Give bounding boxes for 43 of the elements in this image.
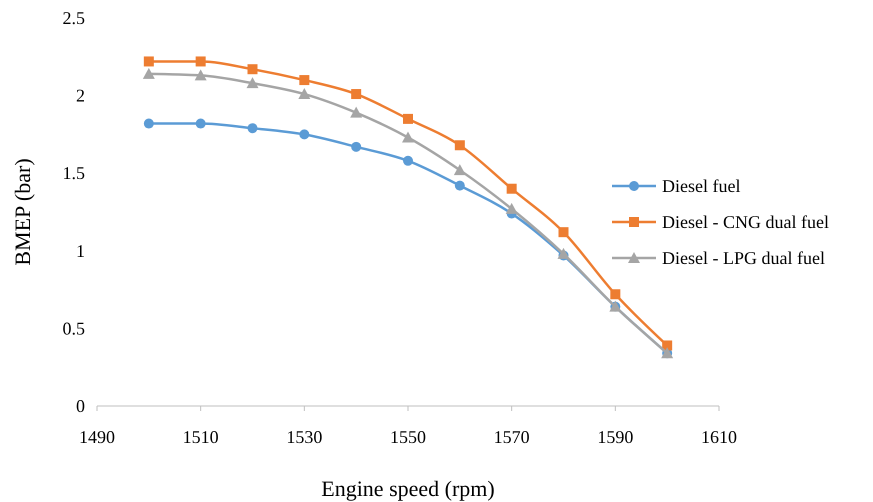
point — [194, 69, 207, 80]
point — [558, 227, 568, 238]
point — [246, 77, 258, 88]
point — [558, 248, 570, 259]
x-tick-label: 1570 — [494, 427, 530, 447]
x-tick-label: 1590 — [597, 427, 634, 447]
point — [454, 180, 465, 191]
point — [351, 89, 362, 100]
point — [142, 68, 155, 79]
legend-label: Diesel fuel — [662, 176, 740, 196]
point — [403, 156, 413, 166]
point — [196, 118, 206, 129]
y-tick-label: 2.5 — [62, 8, 85, 28]
y-tick-label: 1 — [76, 240, 85, 261]
x-tick-label: 1490 — [79, 427, 115, 447]
y-tick-label: 1.5 — [62, 163, 85, 184]
point — [144, 118, 154, 129]
point — [350, 106, 362, 118]
y-tick-label: 2 — [76, 86, 85, 106]
point — [454, 140, 465, 150]
point — [144, 56, 154, 66]
legend-label: Diesel - CNG dual fuel — [662, 212, 829, 232]
point — [248, 123, 258, 134]
point — [196, 56, 206, 66]
point — [402, 132, 414, 143]
legend-label: Diesel - LPG dual fuel — [662, 248, 825, 268]
y-tick-label: 0.5 — [62, 318, 85, 338]
point — [299, 129, 310, 140]
x-tick-label: 1550 — [390, 427, 426, 447]
point — [403, 114, 413, 124]
point — [351, 142, 362, 152]
y-tick-label: 0 — [76, 396, 85, 416]
x-axis-title: Engine speed (rpm) — [321, 476, 495, 501]
x-tick-label: 1610 — [701, 427, 737, 447]
point — [248, 64, 258, 74]
x-tick-label: 1530 — [286, 427, 322, 447]
y-axis-title: BMEP (bar) — [10, 158, 35, 266]
point — [454, 164, 466, 176]
point — [299, 75, 310, 86]
point — [610, 289, 620, 300]
point — [298, 88, 310, 100]
point — [506, 184, 517, 194]
x-tick-label: 1510 — [182, 427, 219, 447]
